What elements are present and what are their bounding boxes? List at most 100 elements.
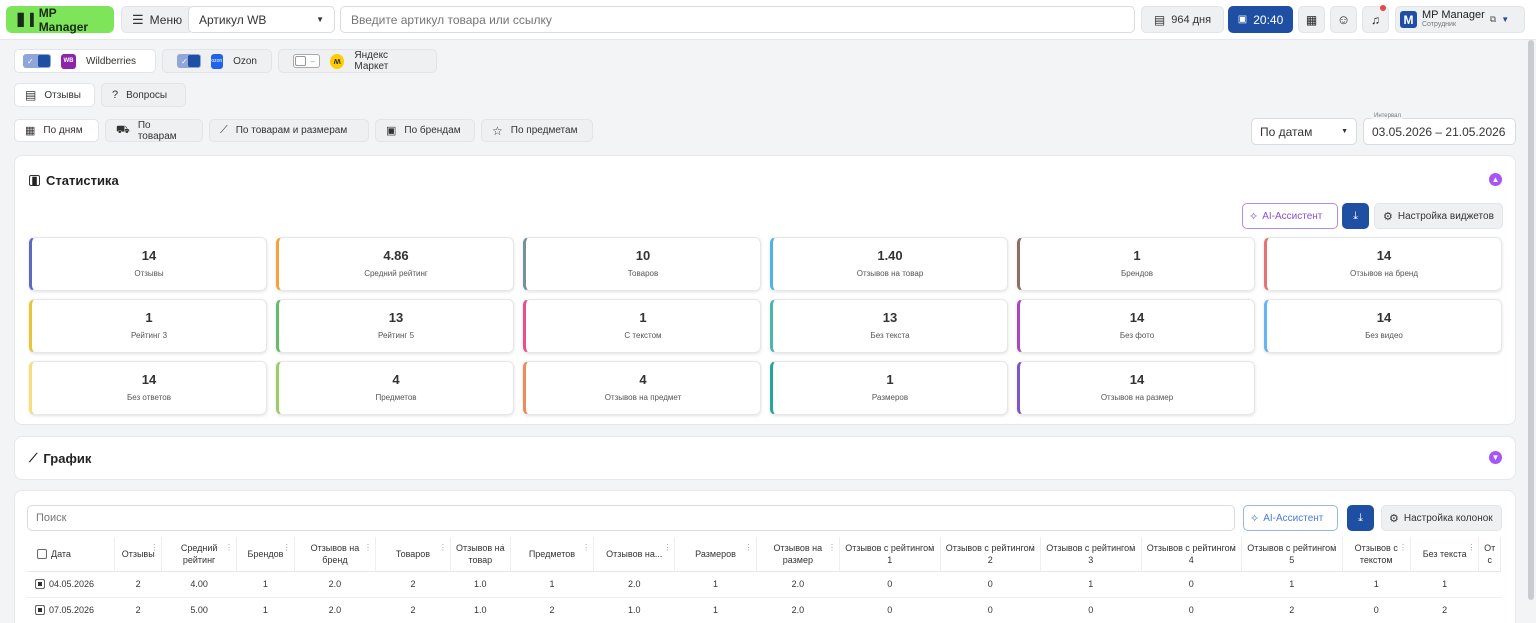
column-header[interactable]: Средний рейтинг ⋮ <box>161 537 238 572</box>
column-menu-icon[interactable]: ⋮ <box>582 543 591 552</box>
yandex-label: Яндекс Маркет <box>354 50 389 72</box>
table-cell: 1 <box>1241 571 1343 598</box>
table-cell: 5.00 <box>161 597 237 623</box>
collapse-arrow-icon[interactable]: ▲ <box>1489 173 1502 186</box>
ozon-toggle[interactable]: ✓ <box>177 54 201 68</box>
column-menu-icon[interactable]: ⋮ <box>1129 543 1138 552</box>
column-header[interactable]: Отзывов на размер ⋮ <box>756 537 841 572</box>
column-header[interactable]: Товаров ⋮ <box>375 537 451 572</box>
stat-label: Без видео <box>1365 331 1403 340</box>
tab-by-products[interactable]: ⛟ По товарам <box>105 119 203 142</box>
cell-value: 1.0 <box>474 579 487 589</box>
column-header[interactable]: Отзывов с рейтингом 3 ⋮ <box>1040 537 1142 572</box>
tab-reviews[interactable]: ▤ Отзывы <box>14 83 95 107</box>
tab-by-products-sizes[interactable]: ⟋ По товарам и размерам <box>209 119 369 142</box>
cell-value: 04.05.2026 <box>49 578 95 589</box>
table-download-button[interactable]: ⤓ <box>1347 505 1374 531</box>
logo-button[interactable]: ▐▌▐ MP Manager <box>6 5 114 34</box>
days-button[interactable]: ▤ 964 дня <box>1141 6 1224 33</box>
column-header[interactable]: Отзывов на... ⋮ <box>593 537 676 572</box>
table-cell: 1 <box>674 571 757 598</box>
column-header[interactable]: Размеров ⋮ <box>674 537 757 572</box>
logo-label: MP Manager <box>38 5 89 34</box>
wildberries-toggle[interactable]: ✓ <box>23 54 51 68</box>
stat-card: 14 Отзывы <box>29 237 267 291</box>
marketplace-ozon[interactable]: ✓ ozon Ozon <box>162 49 272 73</box>
tab-by-brands[interactable]: ▣ По брендам <box>375 119 475 142</box>
cell-value: 2 <box>135 605 141 615</box>
row-checkbox[interactable] <box>35 605 45 616</box>
ai-assistant-button[interactable]: ✧ AI-Ассистент <box>1242 203 1338 229</box>
column-menu-icon[interactable]: ⋮ <box>438 543 447 552</box>
table-search-input[interactable] <box>27 505 1235 531</box>
article-select[interactable]: Артикул WB ▼ <box>188 6 335 33</box>
statistics-header: ▮ Статистика <box>29 173 119 188</box>
search-input[interactable] <box>340 6 1135 33</box>
column-header[interactable]: Отзывов с рейтингом 4 ⋮ <box>1141 537 1243 572</box>
stat-label: Размеров <box>871 393 909 402</box>
column-header[interactable]: Отзывов на бренд ⋮ <box>294 537 377 572</box>
column-menu-icon[interactable]: ⋮ <box>1230 543 1239 552</box>
tab-by-subjects-label: По предметам <box>510 125 578 136</box>
column-menu-icon[interactable]: ⋮ <box>1467 543 1476 552</box>
column-header[interactable]: Отзывы ⋮ <box>114 537 163 572</box>
tab-questions[interactable]: ? Вопросы <box>101 83 186 107</box>
column-header[interactable]: Отзывов с текстом ⋮ <box>1342 537 1411 572</box>
stat-label: Рейтинг 5 <box>377 331 415 340</box>
column-menu-icon[interactable]: ⋮ <box>1330 543 1339 552</box>
column-header[interactable]: Брендов ⋮ <box>236 537 295 572</box>
select-all-checkbox[interactable] <box>37 549 47 560</box>
column-header[interactable]: Отзывов с рейтингом 1 ⋮ <box>839 537 941 572</box>
column-menu-icon[interactable]: ⋮ <box>828 543 837 552</box>
user-menu[interactable]: M MP Manager Сотрудник ⧉ ▼ <box>1395 6 1525 33</box>
download-button[interactable]: ⤓ <box>1342 203 1369 229</box>
date-mode-select[interactable]: По датам ▼ <box>1251 118 1357 145</box>
cell-value: 4.00 <box>190 579 208 589</box>
download-icon: ⤓ <box>1353 209 1358 222</box>
column-menu-icon[interactable]: ⋮ <box>744 543 753 552</box>
table-row[interactable]: 07.05.2026 2 5.00 1 2.0 2 1.0 2 1.0 1 2.0 0 0 0 0 2 0 2 <box>27 597 1501 623</box>
tab-by-subjects[interactable]: ☆ По предметам <box>481 119 593 142</box>
column-menu-icon[interactable]: ⋮ <box>282 543 291 552</box>
column-header[interactable]: Отзывов на товар ⋮ <box>450 537 511 572</box>
column-menu-icon[interactable]: ⋮ <box>1029 543 1038 552</box>
scrollbar[interactable] <box>1528 40 1534 600</box>
table-cell: 1 <box>236 597 295 623</box>
marketplace-wildberries[interactable]: ✓ WB Wildberries <box>14 49 156 73</box>
tab-by-products-label: По товарам <box>137 119 177 142</box>
row-checkbox[interactable] <box>35 579 45 590</box>
marketplace-yandex[interactable]: – ʍ Яндекс Маркет <box>278 49 437 73</box>
column-menu-icon[interactable]: ⋮ <box>498 543 507 552</box>
column-menu-icon[interactable]: ⋮ <box>225 543 234 552</box>
column-menu-icon[interactable]: ⋮ <box>928 543 937 552</box>
column-menu-icon[interactable]: ⋮ <box>663 543 672 552</box>
menu-button[interactable]: ☰ Меню <box>121 6 194 33</box>
interval-field[interactable]: Интервал 03.05.2026 – 21.05.2026 <box>1363 113 1516 145</box>
column-header[interactable]: От с <box>1478 537 1501 572</box>
column-settings-button[interactable]: ⚙ Настройка колонок <box>1381 505 1502 531</box>
column-header[interactable]: Предметов ⋮ <box>510 537 595 572</box>
column-menu-icon[interactable]: ⋮ <box>364 543 373 552</box>
widget-settings-button[interactable]: ⚙ Настройка виджетов <box>1374 203 1503 229</box>
table-row[interactable]: 04.05.2026 2 4.00 1 2.0 2 1.0 1 2.0 1 2.0 0 0 1 0 1 1 1 <box>27 571 1501 598</box>
column-header[interactable]: Без текста ⋮ <box>1410 537 1480 572</box>
notifications-button[interactable]: ♫ <box>1362 5 1389 33</box>
yandex-toggle[interactable]: – <box>293 54 320 68</box>
calendar-button[interactable]: ▦ <box>1298 6 1325 33</box>
time-button[interactable]: ▣ 20:40 <box>1228 6 1293 33</box>
widget-settings-label: Настройка виджетов <box>1397 210 1494 222</box>
stat-card: 10 Товаров <box>523 237 761 291</box>
column-header[interactable]: Отзывов с рейтингом 2 ⋮ <box>940 537 1042 572</box>
stat-card: 4 Предметов <box>276 361 514 415</box>
column-header[interactable]: Дата <box>27 537 116 572</box>
ai-assistant-label: AI-Ассистент <box>1262 210 1323 222</box>
smiley-button[interactable]: ☺ <box>1330 6 1357 33</box>
column-menu-icon[interactable]: ⋮ <box>150 543 159 552</box>
statistics-title: Статистика <box>46 173 119 188</box>
column-menu-icon[interactable]: ⋮ <box>1398 543 1407 552</box>
tab-by-days[interactable]: ▦ По дням <box>14 119 99 142</box>
column-header[interactable]: Отзывов с рейтингом 5 ⋮ <box>1241 537 1343 572</box>
expand-arrow-icon[interactable]: ▼ <box>1489 451 1502 464</box>
table-ai-assistant-button[interactable]: ✧ AI-Ассистент <box>1243 505 1338 531</box>
table-cell: 2 <box>114 597 162 623</box>
